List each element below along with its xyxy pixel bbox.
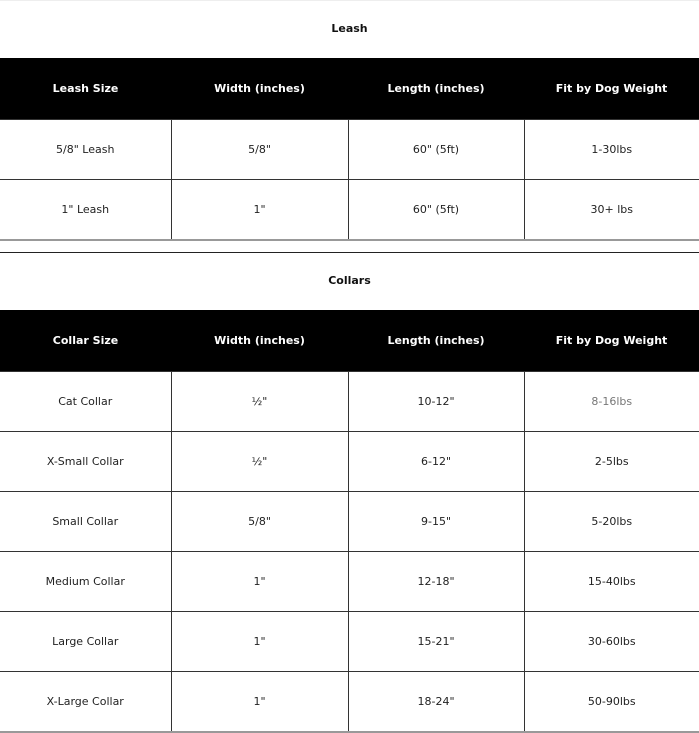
header-fit-weight: Fit by Dog Weight: [524, 58, 699, 120]
cell-size: X-Large Collar: [0, 671, 172, 733]
leash-header-row: Leash Size Width (inches) Length (inches…: [0, 58, 699, 120]
collars-table: Collar Size Width (inches) Length (inche…: [0, 310, 699, 733]
cell-weight: 2-5lbs: [523, 431, 699, 492]
cell-length: 18-24": [347, 671, 525, 733]
table-row: 5/8" Leash 5/8" 60" (5ft) 1-30lbs: [0, 119, 699, 180]
table-row: Medium Collar 1" 12-18" 15-40lbs: [0, 551, 699, 612]
cell-length: 10-12": [347, 371, 525, 432]
table-row: Cat Collar ½" 10-12" 8-16lbs: [0, 371, 699, 432]
cell-width: 5/8": [170, 491, 349, 552]
cell-length: 12-18": [347, 551, 525, 612]
table-row: 1" Leash 1" 60" (5ft) 30+ lbs: [0, 179, 699, 241]
cell-size: 5/8" Leash: [0, 119, 172, 180]
leash-title: Leash: [331, 22, 368, 35]
cell-weight: 30-60lbs: [523, 611, 699, 672]
cell-weight: 1-30lbs: [523, 119, 699, 180]
header-fit-weight: Fit by Dog Weight: [524, 310, 699, 372]
cell-width: 1": [170, 179, 349, 241]
header-width: Width (inches): [171, 310, 348, 372]
table-row: X-Large Collar 1" 18-24" 50-90lbs: [0, 671, 699, 733]
cell-size: Cat Collar: [0, 371, 172, 432]
cell-weight: 50-90lbs: [523, 671, 699, 733]
cell-length: 15-21": [347, 611, 525, 672]
section-divider: [0, 241, 699, 253]
cell-width: ½": [170, 371, 349, 432]
header-length: Length (inches): [348, 310, 524, 372]
cell-width: 1": [170, 671, 349, 733]
cell-length: 9-15": [347, 491, 525, 552]
header-leash-size: Leash Size: [0, 58, 171, 120]
collars-title: Collars: [328, 274, 371, 287]
header-length: Length (inches): [348, 58, 524, 120]
cell-length: 60" (5ft): [347, 119, 525, 180]
cell-weight: 5-20lbs: [523, 491, 699, 552]
cell-length: 6-12": [347, 431, 525, 492]
collars-header-row: Collar Size Width (inches) Length (inche…: [0, 310, 699, 372]
cell-size: X-Small Collar: [0, 431, 172, 492]
cell-width: ½": [170, 431, 349, 492]
top-divider: [0, 0, 699, 1]
header-width: Width (inches): [171, 58, 348, 120]
cell-weight: 8-16lbs: [523, 371, 699, 432]
cell-weight: 30+ lbs: [523, 179, 699, 241]
cell-width: 5/8": [170, 119, 349, 180]
cell-size: Medium Collar: [0, 551, 172, 612]
header-collar-size: Collar Size: [0, 310, 171, 372]
table-row: X-Small Collar ½" 6-12" 2-5lbs: [0, 431, 699, 492]
cell-size: Small Collar: [0, 491, 172, 552]
cell-length: 60" (5ft): [347, 179, 525, 241]
table-row: Large Collar 1" 15-21" 30-60lbs: [0, 611, 699, 672]
cell-weight: 15-40lbs: [523, 551, 699, 612]
table-row: Small Collar 5/8" 9-15" 5-20lbs: [0, 491, 699, 552]
cell-width: 1": [170, 611, 349, 672]
leash-table: Leash Size Width (inches) Length (inches…: [0, 58, 699, 241]
cell-width: 1": [170, 551, 349, 612]
cell-size: Large Collar: [0, 611, 172, 672]
cell-size: 1" Leash: [0, 179, 172, 241]
